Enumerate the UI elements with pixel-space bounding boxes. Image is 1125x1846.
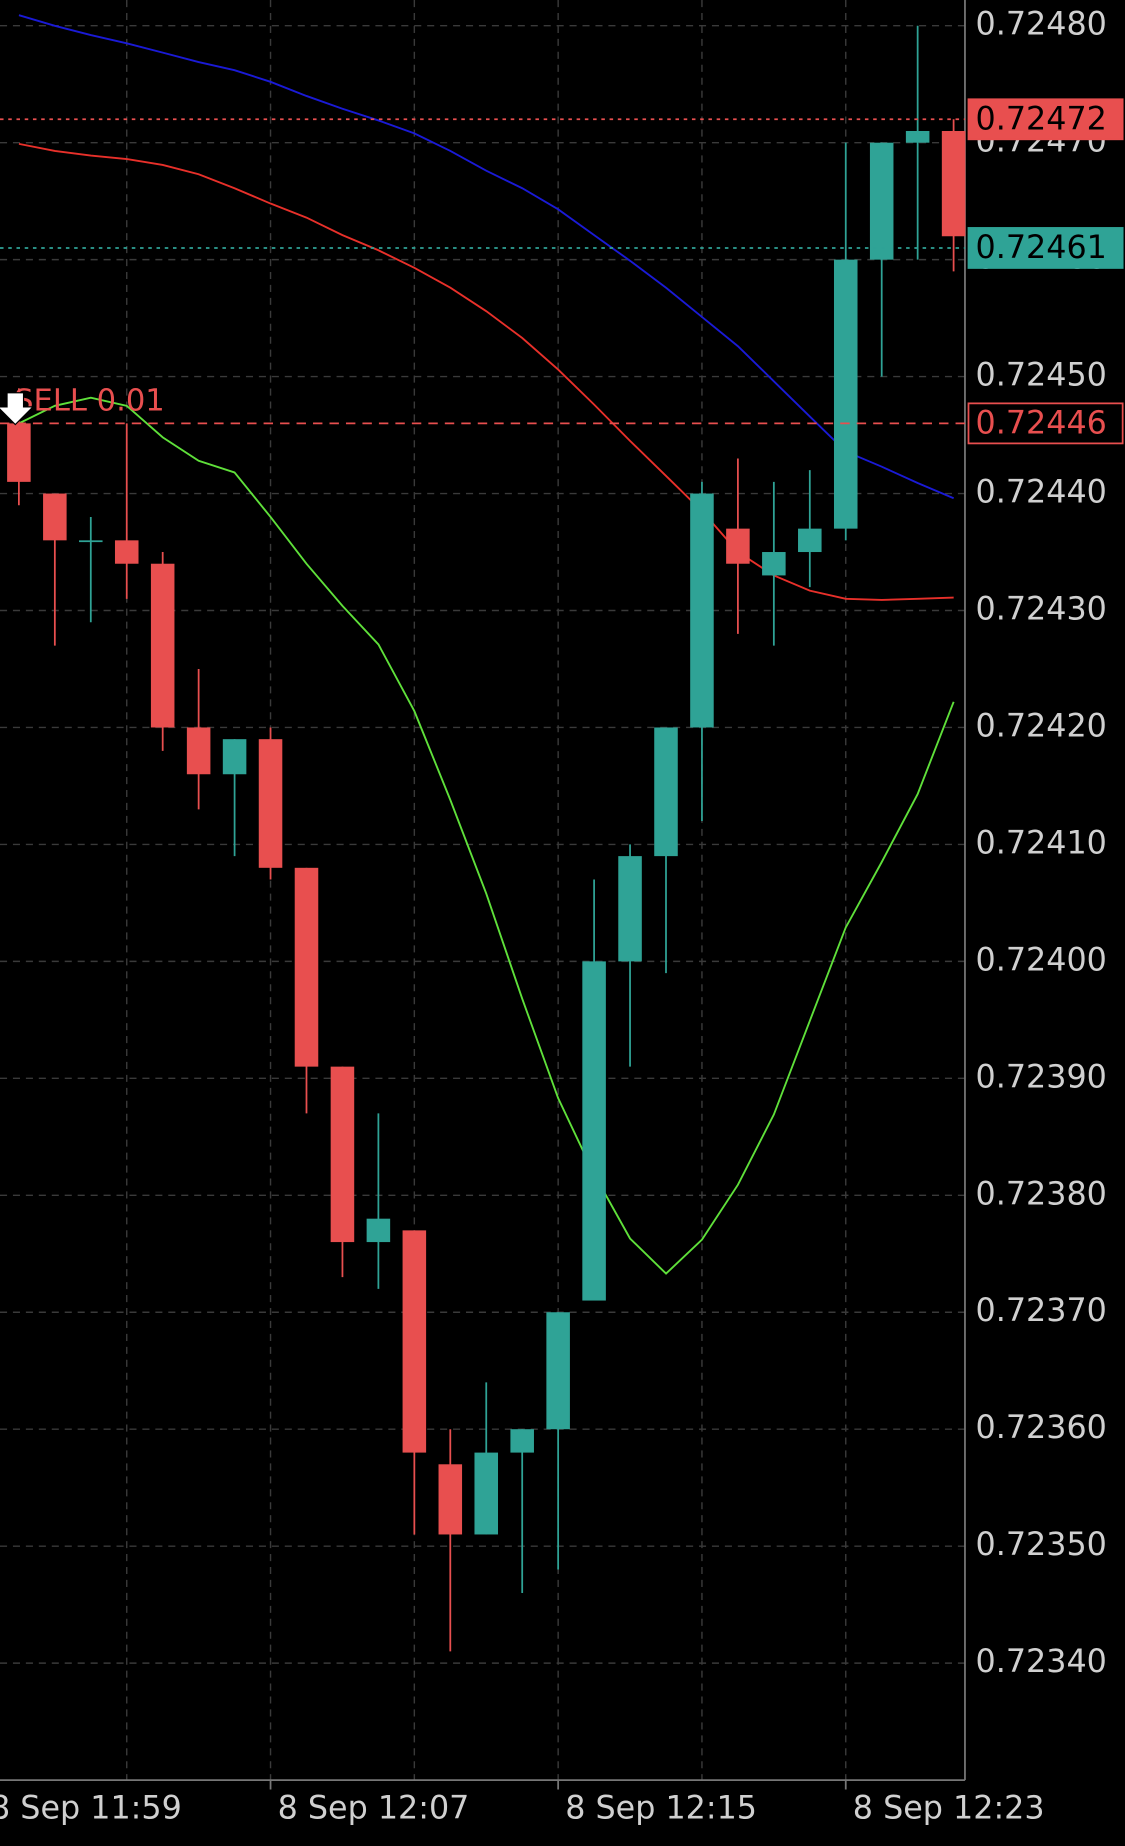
y-tick-label: 0.72390 (976, 1059, 1107, 1095)
candle-body (186, 727, 211, 775)
y-tick-label: 0.72370 (976, 1293, 1107, 1329)
y-tick-label: 0.72380 (976, 1176, 1107, 1212)
candle-body (690, 493, 714, 728)
candle-body (7, 423, 31, 482)
indicator-line (18, 14, 955, 500)
candle-body (654, 727, 678, 857)
candle-body (762, 552, 786, 576)
y-tick-label: 0.72420 (976, 708, 1107, 744)
candle-body (258, 739, 283, 868)
price-label: 0.72446 (976, 406, 1107, 442)
price-label-box (967, 98, 1124, 141)
price-label-box (967, 402, 1124, 445)
y-tick-label: 0.72350 (976, 1527, 1107, 1563)
price-label-box (967, 227, 1124, 269)
candle-body (546, 1312, 570, 1430)
candle-body (366, 1218, 391, 1243)
y-tick-label: 0.72430 (976, 592, 1107, 628)
candle-body (833, 259, 858, 529)
candle-body (438, 1464, 463, 1535)
trade-annotation: SELL 0.01 (14, 384, 165, 419)
candle-body (726, 528, 750, 564)
candle-body (869, 142, 894, 260)
y-tick-label: 0.72360 (976, 1410, 1107, 1446)
candle-body (510, 1429, 534, 1453)
y-tick-label: 0.72480 (976, 7, 1107, 43)
candle-body (114, 540, 139, 564)
x-tick-label: 8 Sep 12:23 (853, 1790, 1045, 1826)
y-tick-label: 0.72410 (976, 825, 1107, 861)
candle-body (79, 540, 103, 543)
candle-body (941, 130, 966, 237)
candle-body (150, 563, 175, 728)
candle-body (294, 867, 319, 1067)
candle-body (402, 1230, 427, 1453)
candle-body (905, 130, 930, 143)
price-label: 0.72472 (976, 101, 1107, 137)
sell-arrow (0, 392, 35, 426)
candle-body (474, 1452, 499, 1535)
x-tick-label: 8 Sep 12:07 (278, 1790, 470, 1826)
price-label: 0.72461 (976, 230, 1107, 266)
y-tick-label: 0.72400 (976, 942, 1107, 978)
candle-body (43, 493, 67, 541)
y-tick-label: 0.72450 (976, 358, 1107, 394)
y-tick-label: 0.72440 (976, 475, 1107, 511)
y-tick-label: 0.72340 (976, 1644, 1107, 1680)
candle-body (330, 1066, 355, 1243)
candle-body (222, 739, 247, 775)
x-tick-label: 8 Sep 12:15 (565, 1790, 757, 1826)
indicator-line (18, 142, 954, 601)
candle-body (582, 961, 606, 1301)
x-tick-label: 8 Sep 11:59 (0, 1790, 182, 1826)
indicator-line (18, 396, 955, 1275)
candle-body (798, 528, 822, 553)
candle-body (618, 856, 642, 962)
